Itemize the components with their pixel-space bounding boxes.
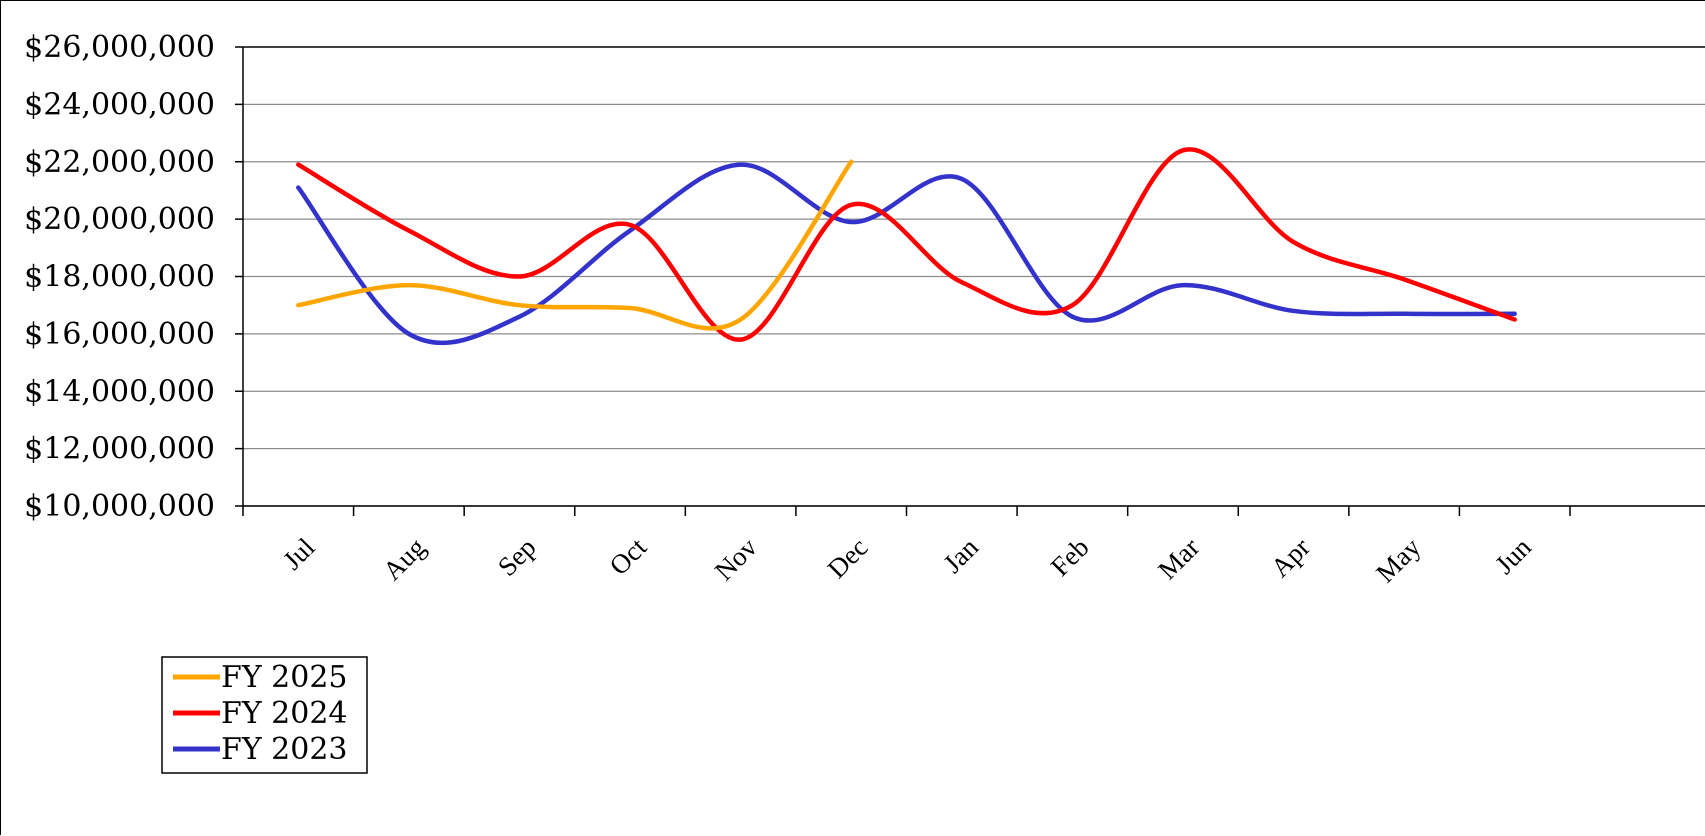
y-tick-label: $12,000,000 xyxy=(24,432,215,467)
axes: $10,000,000 $12,000,000 $14,000,000 $16,000… xyxy=(24,30,1705,588)
x-tick-label: Sep xyxy=(492,532,542,582)
y-tick-label: $14,000,000 xyxy=(24,374,215,409)
x-tick-label: Nov xyxy=(709,532,763,586)
legend-label: FY 2023 xyxy=(221,732,348,767)
gridlines xyxy=(243,46,1705,507)
series-line-fy-2024 xyxy=(296,147,1517,342)
legend-label: FY 2025 xyxy=(221,660,348,695)
y-tick-label: $10,000,000 xyxy=(24,489,215,524)
series-line-fy-2025 xyxy=(296,159,854,331)
x-tick-label: May xyxy=(1370,532,1427,589)
x-tick-label: Jul xyxy=(277,532,320,575)
x-tick-label: Dec xyxy=(822,532,874,584)
legend-label: FY 2024 xyxy=(221,696,348,731)
y-tick-label: $16,000,000 xyxy=(24,317,215,352)
series-lines xyxy=(296,147,1517,346)
x-tick-label: Apr xyxy=(1265,532,1316,583)
x-tick-label: Jan xyxy=(937,532,984,579)
x-tick-label: Mar xyxy=(1152,532,1205,585)
y-tick-label: $22,000,000 xyxy=(24,145,215,180)
y-tick-label: $18,000,000 xyxy=(24,260,215,295)
x-tick-label: Oct xyxy=(604,532,653,581)
x-tick-label: Feb xyxy=(1045,532,1095,582)
y-tick-label: $20,000,000 xyxy=(24,202,215,237)
y-tick-label: $26,000,000 xyxy=(24,30,215,65)
x-tick-label: Aug xyxy=(377,532,431,586)
series-line-fy-2023 xyxy=(296,162,1517,346)
y-tick-label: $24,000,000 xyxy=(24,87,215,122)
x-tick-label: Jun xyxy=(1489,532,1537,580)
